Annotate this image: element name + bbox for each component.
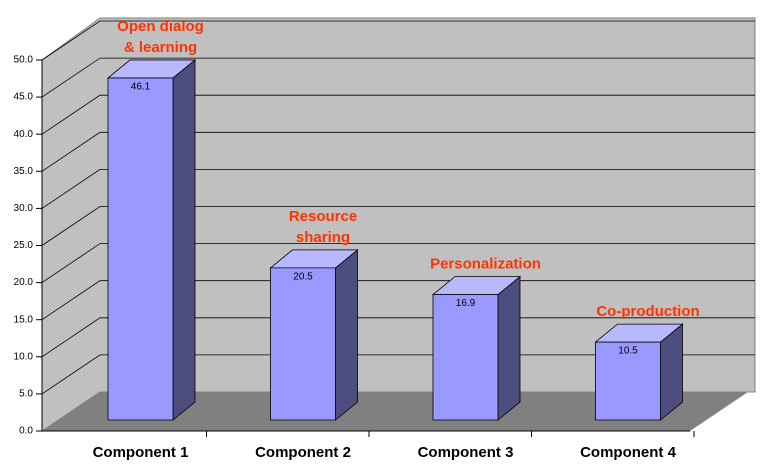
x-tick-label: Component 4 <box>580 444 676 461</box>
bar <box>594 323 684 421</box>
grid-line <box>41 354 755 395</box>
grid-line <box>41 20 755 61</box>
y-tick-label: 25.0 <box>14 240 34 251</box>
x-tick-label: Component 3 <box>418 444 514 461</box>
bar <box>431 275 522 421</box>
annotation: sharing <box>296 229 350 246</box>
bar <box>106 59 197 421</box>
annotation: Resource <box>289 208 357 225</box>
y-tick-label: 20.0 <box>14 277 34 288</box>
value-label: 16.9 <box>456 298 476 309</box>
bar-front <box>107 77 174 421</box>
value-label: 20.5 <box>293 272 313 283</box>
grid-line <box>41 280 755 321</box>
x-tick-label: Component 2 <box>255 444 351 461</box>
annotation: & learning <box>124 39 197 56</box>
grid-line <box>41 206 755 246</box>
grid-line <box>41 131 755 172</box>
y-tick-label: 0.0 <box>19 426 33 437</box>
y-tick-label: 30.0 <box>14 203 34 214</box>
x-tick-label: Component 1 <box>93 444 189 461</box>
grid-line <box>41 168 755 209</box>
bar-front <box>432 294 499 421</box>
grid-line <box>41 94 755 135</box>
annotation: Co-production <box>596 303 699 320</box>
y-tick-label: 45.0 <box>14 92 34 103</box>
value-label: 10.5 <box>618 346 638 357</box>
y-tick-label: 40.0 <box>14 129 34 140</box>
y-tick-label: 15.0 <box>14 314 34 325</box>
value-label: 46.1 <box>131 82 151 93</box>
bar-front <box>595 341 661 421</box>
y-tick-label: 10.0 <box>14 351 34 362</box>
y-tick-label: 50.0 <box>14 55 34 66</box>
floor <box>42 392 748 431</box>
annotation: Personalization <box>430 256 541 273</box>
grid-line <box>41 317 755 358</box>
y-tick-label: 35.0 <box>14 166 34 177</box>
bar-side <box>497 275 521 421</box>
bar-side <box>172 59 196 421</box>
annotation: Open dialog <box>117 18 204 35</box>
grid-line <box>41 57 755 98</box>
bar <box>269 249 359 421</box>
y-tick-label: 5.0 <box>19 389 33 400</box>
bar-side <box>335 249 358 421</box>
grid-line <box>41 243 755 283</box>
bar-front <box>270 267 336 421</box>
